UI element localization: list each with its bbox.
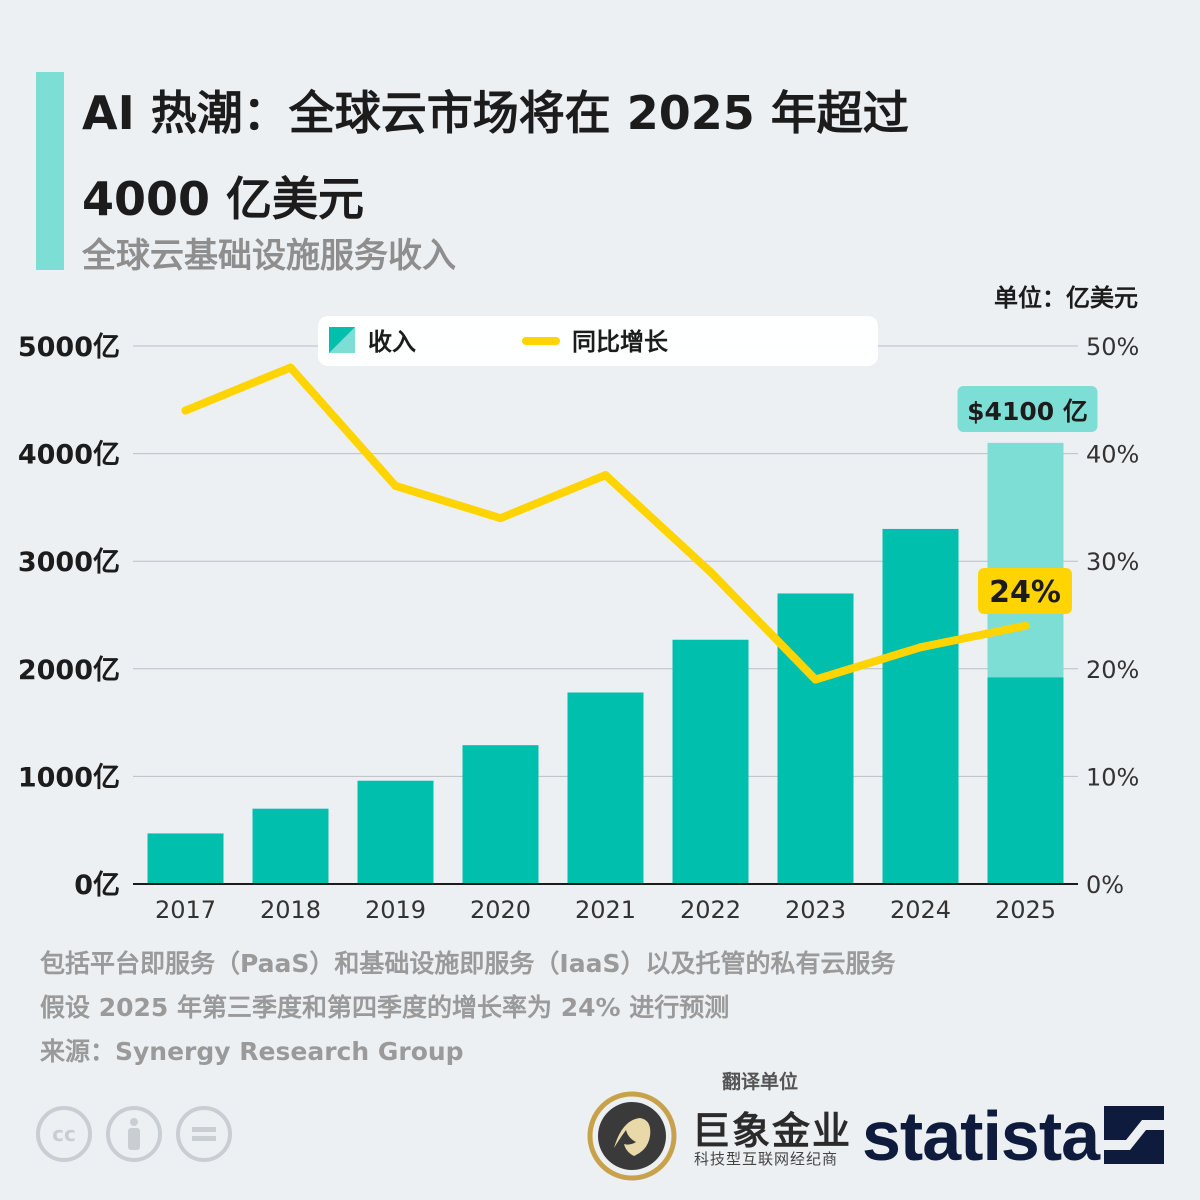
bar [672,639,749,884]
footnote-source: 来源：Synergy Research Group [40,1037,464,1066]
y-right-tick-label: 20% [1086,656,1139,684]
translator-name: 巨象金业 [692,1109,853,1153]
y-left-tick-label: 2000亿 [18,655,120,686]
juxiang-logo-icon [587,1091,677,1181]
growth-point [706,567,715,576]
license-icons: cc [36,1106,232,1162]
bar [987,677,1064,884]
growth-point [1021,621,1030,630]
growth-point [391,481,400,490]
growth-point [601,471,610,480]
x-tick-label: 2017 [155,896,216,924]
title-line-1: AI 热潮：全球云市场将在 2025 年超过 [82,86,909,140]
y-right-tick-label: 40% [1086,441,1139,469]
y-left-tick-label: 5000亿 [18,332,120,363]
x-tick-label: 2018 [260,896,321,924]
attribution-icon [106,1106,162,1162]
statista-logo: statista [862,1097,1100,1175]
footnote-forecast: 假设 2025 年第三季度和第四季度的增长率为 24% 进行预测 [40,993,730,1022]
y-right-tick-label: 50% [1086,333,1139,361]
x-tick-label: 2024 [890,896,951,924]
value-callout-label: $4100 亿 [967,397,1088,426]
growth-point [811,675,820,684]
growth-callout-box [978,568,1072,614]
growth-point [181,406,190,415]
statista-mark-icon [1104,1106,1164,1164]
cc-icon: cc [36,1106,92,1162]
y-right-tick-label: 10% [1086,763,1139,791]
x-tick-label: 2022 [680,896,741,924]
x-tick-label: 2023 [785,896,846,924]
footnotes: 包括平台即服务（PaaS）和基础设施即服务（IaaS）以及托管的私有云服务 假设… [40,942,895,1074]
translator-label: 翻译单位 [722,1071,799,1093]
chart-subtitle: 全球云基础设施服务收入 [82,236,456,276]
legend-label-revenue: 收入 [368,328,416,356]
page-title: AI 热潮：全球云市场将在 2025 年超过 4000 亿美元 [82,70,1082,242]
x-tick-label: 2021 [575,896,636,924]
y-left-tick-label: 1000亿 [18,762,120,793]
growth-point [496,514,505,523]
bar [882,528,959,884]
title-line-2: 4000 亿美元 [82,172,365,226]
y-left-tick-label: 4000亿 [18,440,120,471]
no-derivatives-icon [176,1106,232,1162]
legend-label-growth: 同比增长 [572,328,669,356]
x-tick-label: 2020 [470,896,531,924]
bar [357,780,434,884]
bar [777,593,854,884]
bar [147,833,224,884]
bar [567,692,644,884]
growth-point [286,363,295,372]
legend-swatch-forecast [329,327,355,353]
y-right-tick-label: 30% [1086,548,1139,576]
x-tick-label: 2019 [365,896,426,924]
y-left-tick-label: 3000亿 [18,547,120,578]
footnote-scope: 包括平台即服务（PaaS）和基础设施即服务（IaaS）以及托管的私有云服务 [40,949,896,978]
growth-point [916,643,925,652]
title-accent-bar [36,72,64,270]
legend-box [318,316,878,366]
x-tick-label: 2025 [995,896,1056,924]
growth-callout-label: 24% [989,575,1061,610]
chart: 0亿 1000亿 2000亿 3000亿 4000亿 5000亿 0% 10% 20% 30% 40… [18,316,1139,924]
unit-label: 单位：亿美元 [994,284,1138,312]
value-callout-box [957,386,1098,432]
bar [252,808,329,884]
translator-tagline: 科技型互联网经纪商 [694,1150,839,1168]
y-left-tick-label: 0亿 [74,870,120,901]
y-right-tick-label: 0% [1086,871,1124,899]
bar [462,745,539,884]
